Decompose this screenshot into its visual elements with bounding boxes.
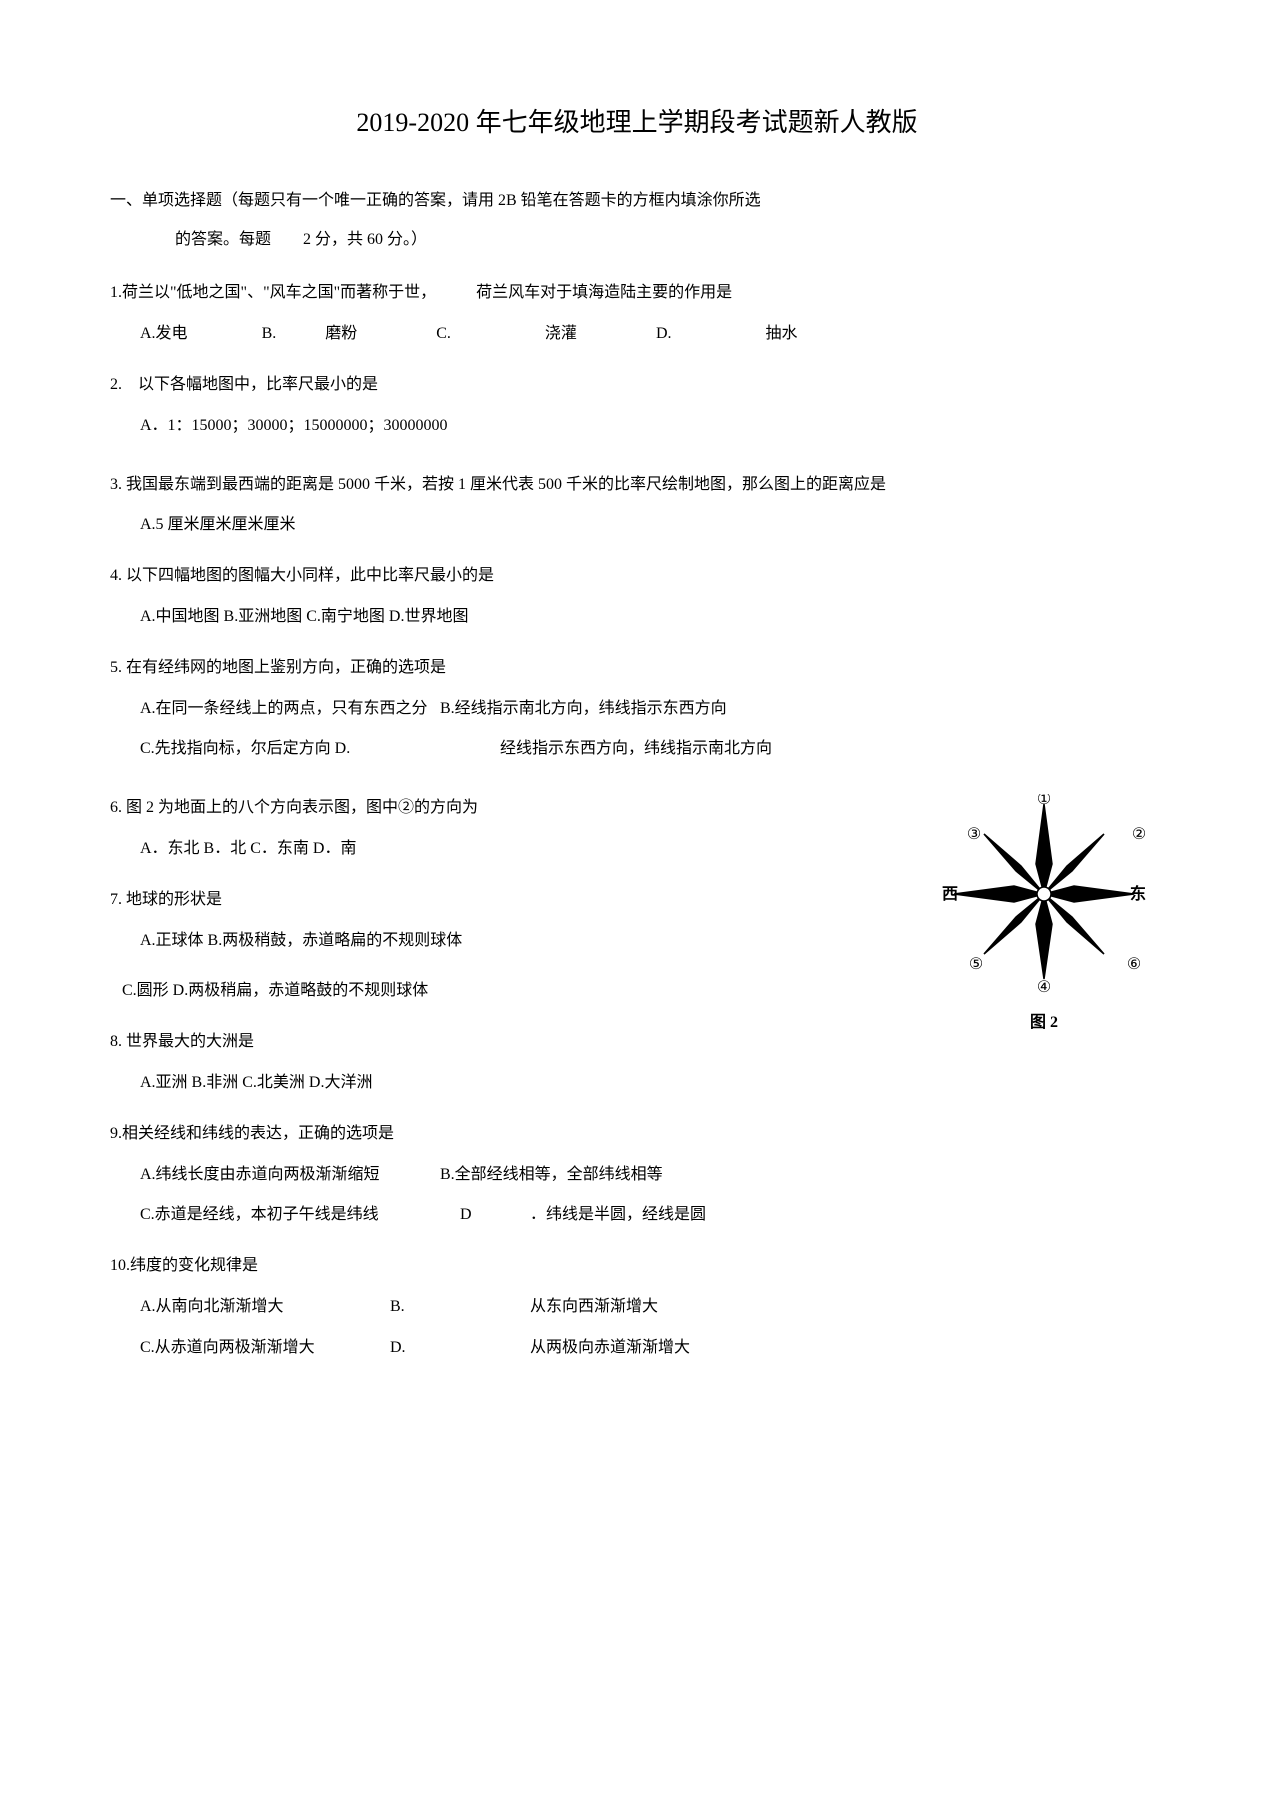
compass-label-east: 东 bbox=[1130, 884, 1146, 903]
question-2: 2. 以下各幅地图中，比率尺最小的是 A．1：15000；30000；15000… bbox=[110, 371, 1164, 441]
option-d-prefix: D. bbox=[390, 1339, 406, 1356]
figure-label: 图 2 bbox=[924, 1009, 1164, 1038]
option-b: B.经线指示南北方向，纬线指示东西方向 bbox=[440, 700, 727, 717]
question-text: 2. 以下各幅地图中，比率尺最小的是 bbox=[110, 371, 1164, 400]
option-d: 经线指示东西方向，纬线指示南北方向 bbox=[500, 740, 772, 757]
question-5: 5. 在有经纬网的地图上鉴别方向，正确的选项是 A.在同一条经线上的两点，只有东… bbox=[110, 654, 1164, 764]
question-7: 7. 地球的形状是 A.正球体 B.两极稍鼓，赤道略扁的不规则球体 C.圆形 D… bbox=[110, 886, 924, 1006]
option-a: A.5 厘米厘米厘米厘米 bbox=[140, 511, 1164, 540]
question-options: A．东北 B．北 C．东南 D．南 bbox=[140, 835, 924, 864]
option-a: A.纬线长度由赤道向两极渐渐缩短 bbox=[140, 1166, 380, 1183]
option-cd: C.圆形 D.两极稍扁，赤道略鼓的不规则球体 bbox=[122, 977, 924, 1006]
option-c: C.赤道是经线，本初子午线是纬线 bbox=[140, 1206, 379, 1223]
option-c: C.先找指向标，尔后定方向 D. bbox=[140, 740, 350, 757]
compass-layout-block: 6. 图 2 为地面上的八个方向表示图，图中②的方向为 A．东北 B．北 C．东… bbox=[110, 794, 1164, 1120]
question-text: 1.荷兰以"低地之国"、"风车之国"而著称于世， 荷兰风车对于填海造陆主要的作用… bbox=[110, 279, 1164, 308]
option-b: 从东向西渐渐增大 bbox=[530, 1298, 658, 1315]
question-text: 10.纬度的变化规律是 bbox=[110, 1252, 1164, 1281]
compass-label-4: ④ bbox=[1037, 979, 1051, 994]
question-options: A.在同一条经线上的两点，只有东西之分 B.经线指示南北方向，纬线指示东西方向 … bbox=[140, 695, 1164, 765]
question-options: A.中国地图 B.亚洲地图 C.南宁地图 D.世界地图 bbox=[140, 603, 1164, 632]
compass-label-3: ③ bbox=[967, 826, 981, 843]
compass-label-5: ⑤ bbox=[969, 956, 983, 973]
option-d-prefix: D bbox=[460, 1206, 472, 1223]
option-b-prefix: B. bbox=[390, 1298, 405, 1315]
option-b: B.全部经线相等，全部纬线相等 bbox=[440, 1166, 663, 1183]
question-4: 4. 以下四幅地图的图幅大小同样，此中比率尺最小的是 A.中国地图 B.亚洲地图… bbox=[110, 562, 1164, 632]
option-a: A.发电 bbox=[140, 325, 188, 342]
page-title: 2019-2020 年七年级地理上学期段考试题新人教版 bbox=[110, 100, 1164, 147]
option-ab: A.正球体 B.两极稍鼓，赤道略扁的不规则球体 bbox=[140, 927, 924, 956]
option-d: ．纬线是半圆，经线是圆 bbox=[530, 1206, 706, 1223]
question-options: A.发电 B. 磨粉 C. 浇灌 D. 抽水 bbox=[140, 320, 1164, 349]
option-a: A．1：15000；30000；15000000；30000000 bbox=[140, 412, 1164, 441]
question-text: 6. 图 2 为地面上的八个方向表示图，图中②的方向为 bbox=[110, 794, 924, 823]
option-a: A.从南向北渐渐增大 bbox=[140, 1298, 284, 1315]
question-text: 7. 地球的形状是 bbox=[110, 886, 924, 915]
option-d: 从两极向赤道渐渐增大 bbox=[530, 1339, 690, 1356]
question-options: A.从南向北渐渐增大 B. 从东向西渐渐增大 C.从赤道向两极渐渐增大 D. 从… bbox=[140, 1293, 1164, 1363]
compass-figure: ① ② ③ ④ ⑤ ⑥ 西 东 图 2 bbox=[924, 794, 1164, 1038]
question-1: 1.荷兰以"低地之国"、"风车之国"而著称于世， 荷兰风车对于填海造陆主要的作用… bbox=[110, 279, 1164, 349]
compass-label-west: 西 bbox=[942, 885, 958, 903]
question-10: 10.纬度的变化规律是 A.从南向北渐渐增大 B. 从东向西渐渐增大 C.从赤道… bbox=[110, 1252, 1164, 1362]
question-options: A.纬线长度由赤道向两极渐渐缩短 B.全部经线相等，全部纬线相等 C.赤道是经线… bbox=[140, 1161, 1164, 1231]
compass-label-1: ① bbox=[1037, 794, 1051, 808]
question-text: 5. 在有经纬网的地图上鉴别方向，正确的选项是 bbox=[110, 654, 1164, 683]
question-3: 3. 我国最东端到最西端的距离是 5000 千米，若按 1 厘米代表 500 千… bbox=[110, 471, 1164, 541]
option-d-text: 抽水 bbox=[766, 325, 798, 342]
option-a: A.在同一条经线上的两点，只有东西之分 bbox=[140, 700, 428, 717]
section-sub-instruction: 的答案。每题 2 分，共 60 分。） bbox=[175, 226, 1164, 255]
section-heading: 一、单项选择题（每题只有一个唯一正确的答案，请用 2B 铅笔在答题卡的方框内填涂… bbox=[110, 187, 1164, 216]
question-text: 9.相关经线和纬线的表达，正确的选项是 bbox=[110, 1120, 1164, 1149]
compass-label-2: ② bbox=[1132, 826, 1146, 843]
question-text: 4. 以下四幅地图的图幅大小同样，此中比率尺最小的是 bbox=[110, 562, 1164, 591]
question-text: 8. 世界最大的大洲是 bbox=[110, 1028, 924, 1057]
compass-svg: ① ② ③ ④ ⑤ ⑥ 西 东 bbox=[934, 794, 1154, 994]
question-text: 3. 我国最东端到最西端的距离是 5000 千米，若按 1 厘米代表 500 千… bbox=[110, 471, 1164, 500]
question-options: A.亚洲 B.非洲 C.北美洲 D.大洋洲 bbox=[140, 1069, 924, 1098]
question-9: 9.相关经线和纬线的表达，正确的选项是 A.纬线长度由赤道向两极渐渐缩短 B.全… bbox=[110, 1120, 1164, 1230]
compass-label-6: ⑥ bbox=[1127, 956, 1141, 973]
option-b-text: 磨粉 bbox=[325, 325, 357, 342]
option-b: B. bbox=[262, 325, 277, 342]
question-6: 6. 图 2 为地面上的八个方向表示图，图中②的方向为 A．东北 B．北 C．东… bbox=[110, 794, 924, 864]
option-d: D. bbox=[656, 325, 672, 342]
option-c-text: 浇灌 bbox=[545, 325, 577, 342]
option-c: C. bbox=[436, 325, 451, 342]
option-c: C.从赤道向两极渐渐增大 bbox=[140, 1339, 315, 1356]
question-8: 8. 世界最大的大洲是 A.亚洲 B.非洲 C.北美洲 D.大洋洲 bbox=[110, 1028, 924, 1098]
